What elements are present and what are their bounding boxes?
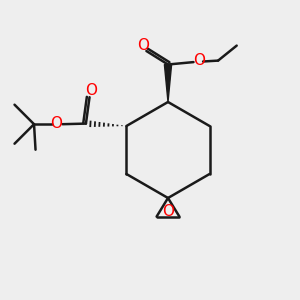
Polygon shape (164, 64, 172, 102)
Text: O: O (50, 116, 62, 131)
Text: O: O (193, 53, 205, 68)
Text: O: O (85, 83, 97, 98)
Text: O: O (137, 38, 149, 52)
Text: O: O (162, 204, 174, 219)
